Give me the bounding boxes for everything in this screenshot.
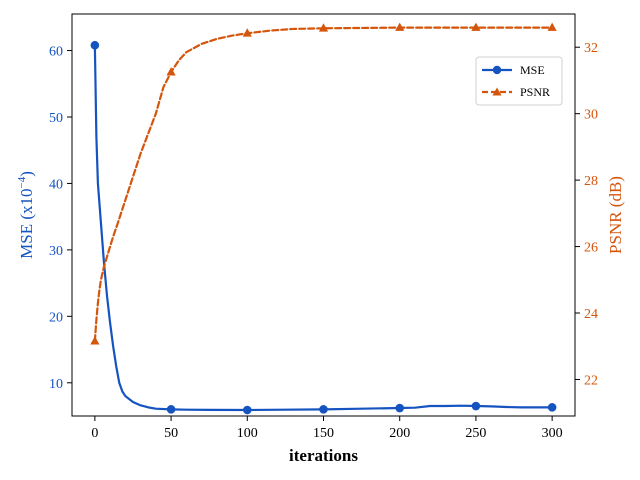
- y-right-tick-label-32: 32: [584, 41, 598, 56]
- legend-mse-marker: [492, 65, 502, 75]
- x-axis-label: iterations: [289, 446, 358, 465]
- series-psnr-point-0: [90, 336, 100, 345]
- y-right-tick-label-26: 26: [584, 241, 598, 256]
- y-left-tick-label-50: 50: [49, 111, 63, 126]
- series-psnr-point-250: [471, 22, 481, 31]
- y-axis-left-label-exponent: −4: [16, 176, 28, 188]
- series-psnr-point-100: [242, 28, 252, 37]
- y-left-tick-label-20: 20: [49, 310, 63, 325]
- series-mse-point-0: [90, 40, 100, 50]
- x-tick-label-150: 150: [313, 426, 334, 441]
- series-psnr-point-200: [395, 22, 405, 31]
- series-mse-point-250: [471, 401, 481, 411]
- y-left-tick-label-40: 40: [49, 177, 63, 192]
- y-right-tick-label-24: 24: [584, 307, 598, 322]
- legend-psnr-marker: [492, 87, 502, 96]
- x-tick-label-50: 50: [164, 426, 178, 441]
- y-right-tick-label-30: 30: [584, 108, 598, 123]
- x-tick-label-200: 200: [389, 426, 410, 441]
- x-tick-label-100: 100: [237, 426, 258, 441]
- y-right-tick-label-28: 28: [584, 174, 598, 189]
- series-mse-point-100: [242, 405, 252, 415]
- y-left-tick-label-10: 10: [49, 377, 63, 392]
- x-tick-label-250: 250: [465, 426, 486, 441]
- series-psnr-line: [93, 26, 554, 343]
- series-mse-point-300: [547, 403, 557, 412]
- series-mse-point-50: [166, 405, 176, 414]
- y-left-tick-label-60: 60: [49, 45, 63, 60]
- series-mse-point-200: [395, 403, 405, 413]
- series-psnr-point-150: [318, 23, 329, 32]
- x-tick-label-300: 300: [542, 426, 563, 441]
- series-psnr-point-50: [166, 67, 176, 76]
- x-tick-label-0: 0: [91, 426, 98, 441]
- legend: MSE PSNR: [475, 56, 563, 106]
- legend-psnr-label: PSNR: [520, 85, 550, 99]
- legend-mse-label: MSE: [520, 63, 545, 77]
- y-axis-left-label: MSE (x10−4): [16, 171, 36, 259]
- series-psnr-point-300: [547, 22, 557, 31]
- series-mse-point-150: [319, 405, 328, 414]
- y-left-tick-label-30: 30: [49, 244, 63, 259]
- y-axis-right-label: PSNR (dB): [606, 176, 625, 254]
- y-right-tick-label-22: 22: [584, 373, 598, 388]
